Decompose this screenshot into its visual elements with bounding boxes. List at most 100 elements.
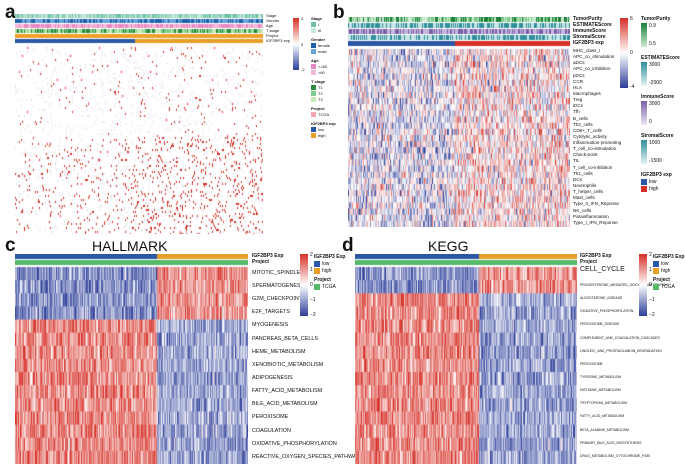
panel-c-row-label: FATTY_ACID_METABOLISM	[252, 388, 323, 395]
panel-a-legend-swatch	[311, 28, 316, 33]
panel-c-legend-title: IGF2BP3 Exp	[314, 254, 346, 260]
panel-c-row-label: XENOBIOTIC_METABOLISM	[252, 361, 324, 368]
panel-a-legend-item: <=60	[318, 64, 328, 69]
panel-b-legend-gradient	[641, 101, 647, 125]
panel-b-cbar-mid: 0	[630, 50, 633, 56]
panel-b-legend-gradient	[641, 140, 647, 164]
panel-b-row-label: Type_II_IFN_Reponse	[573, 201, 619, 207]
panel-a-legend-swatch	[311, 97, 316, 102]
panel-c-row-label: OXIDATIVE_PHOSPHORYLATION	[252, 440, 337, 447]
panel-a-track-label: Gender	[266, 18, 280, 23]
panel-a-legend-item: T1	[318, 85, 323, 90]
panel-c-row-label: PEROXISOME	[252, 414, 289, 421]
panel-a-legend-swatch	[311, 91, 316, 96]
panel-d-row-label: PEROXISOME_DISEASE	[580, 322, 620, 327]
panel-c-track-label: IGF2BP3 Exp	[252, 253, 284, 259]
panel-a-legend-swatch	[311, 112, 316, 117]
panel-b-legend-item: 1000	[649, 140, 661, 146]
panel-c-row-label: G2M_CHECKPOINT	[252, 296, 303, 303]
panel-b-row-label: Macrophages	[573, 90, 601, 96]
panel-d-row-label: PRIMARY_BILE_ACID_BIOSYNTHESIS	[580, 440, 642, 445]
panel-b-row-label: B_cells	[573, 115, 588, 121]
panel-c-row-label: SPERMATOGENESIS	[252, 283, 306, 290]
panel-d-row-label: TYROSINE_METABOLISM	[580, 375, 622, 379]
panel-b-legend-item: 0	[649, 119, 652, 125]
panel-b-track-label: ImmuneScore	[573, 28, 607, 34]
panel-d-title: KEGG	[428, 238, 469, 254]
panel-b-track-label: StromalScore	[573, 34, 606, 40]
panel-d-legend-item: TCGA	[661, 284, 675, 290]
panel-d-legend-swatch	[653, 261, 659, 267]
panel-a-colorbar	[293, 18, 299, 70]
panel-label-a: a	[5, 2, 16, 23]
panel-d-legend-item: low	[661, 261, 669, 267]
panel-b-legend-item: 0.5	[649, 41, 656, 47]
panel-a-track-label: Project	[266, 33, 279, 38]
panel-a-legend-swatch	[311, 49, 316, 54]
panel-a-legend-swatch	[311, 70, 316, 75]
panel-b-row-label: MHC_class_I	[573, 48, 601, 53]
panel-a-legend-swatch	[311, 133, 316, 138]
panel-b-row-label: Neutrophils	[573, 183, 597, 189]
panel-c-cbar-tick: 0	[310, 282, 313, 288]
panel-a-legend-item: III	[318, 28, 322, 33]
panel-b-row-label: CD8+_T_cells	[573, 127, 602, 133]
panel-b-legend-swatch	[641, 179, 647, 185]
panel-d-row-label: COMPLEMENT_AND_COAGULATION_CASCADES	[580, 335, 660, 340]
panel-b-legend-gradient	[641, 62, 647, 86]
panel-b-track-label: ESTIMATEScore	[573, 22, 612, 28]
panel-b-row-label: DCs	[573, 176, 582, 182]
panel-b-track-label: TumorPurity	[573, 16, 603, 22]
panel-d-row-label: PEROXISOME	[580, 361, 603, 366]
panel-b-legend-title: IGF2BP3 exp	[641, 172, 672, 178]
panel-c-legend-swatch	[314, 261, 320, 267]
panel-c-row-label: ADIPOGENESIS	[252, 375, 293, 381]
panel-a-track-label: Age	[266, 23, 274, 28]
panel-a-legend-item: >60	[318, 70, 325, 75]
panel-c-legend-swatch	[314, 284, 320, 290]
panel-c-cbar-tick: −1	[310, 297, 316, 303]
panel-a-legend-item: TCGA	[318, 112, 330, 117]
panel-b-row-label: APC_co_stimulation	[573, 54, 615, 60]
panel-b-row-label: iDCs	[573, 103, 583, 109]
panel-b-row-label: NK_cells	[573, 207, 592, 213]
panel-c-cbar-tick: 1	[310, 267, 313, 273]
panel-b-row-label: aDCs	[573, 60, 585, 66]
panel-b-legend-item: high	[649, 186, 659, 192]
panel-c-row-label: BILE_ACID_METABOLISM	[252, 401, 318, 408]
panel-d-cbar-tick: 1	[649, 267, 652, 273]
panel-a-legend-title: Stage	[311, 16, 322, 21]
panel-c-row-label: HEME_METABOLISM	[252, 348, 306, 355]
panel-a-legend-swatch	[311, 127, 316, 132]
panel-label-c: c	[5, 235, 16, 256]
panel-d-row-label: DRUG_METABOLISM_CYTOCHROME_P450	[580, 453, 650, 458]
panel-c-legend-item: TCGA	[322, 284, 336, 290]
panel-b-row-label: Th1_cells	[573, 170, 593, 176]
panel-d-cbar-tick: 2	[649, 252, 652, 258]
panel-b-legend-item: low	[649, 179, 657, 185]
panel-c-row-label: MYOGENESIS	[252, 322, 289, 329]
panel-b-legend-item: 3000	[649, 101, 661, 107]
panel-b-legend-title: ImmuneScore	[641, 94, 675, 100]
panel-d-row-label: TRYPTOPHAN_METABOLISM	[580, 401, 627, 406]
panel-b-row-label: Check-point	[573, 152, 598, 158]
panel-b-row-label: CCR	[573, 78, 583, 84]
panel-b-row-label: TIL	[573, 158, 580, 164]
panel-label-b: b	[333, 2, 345, 23]
panel-d-cbar-tick: −1	[649, 297, 655, 303]
panel-d-row-label: LINOLEIC_AND_PROSTAGLANDIN_DEGRADATION	[580, 348, 662, 353]
panel-a-legend-item: high	[318, 133, 326, 138]
panel-b-row-label: T_cell_co-stimulation	[573, 146, 617, 152]
panel-a-legend-swatch	[311, 64, 316, 69]
panel-c-track-label: Project	[252, 259, 269, 265]
panel-b-row-label: T_helper_cells	[573, 189, 603, 195]
panel-d-colorbar	[639, 254, 647, 316]
panel-d-row-label: ALDOSTERONE_DISEASE	[580, 296, 623, 301]
panel-d-row-label: BETA_ALANINE_METABOLISM	[580, 427, 629, 432]
panel-a-legend-item: low	[318, 127, 325, 132]
panel-a-legend-item: T2	[318, 91, 323, 96]
panel-c-colorbar	[300, 254, 308, 316]
panel-a-cbar-min: -2	[301, 67, 305, 72]
panel-c-legend-title: Project	[314, 277, 331, 283]
panel-d-legend-title: IGF2BP3 Exp	[653, 254, 685, 260]
